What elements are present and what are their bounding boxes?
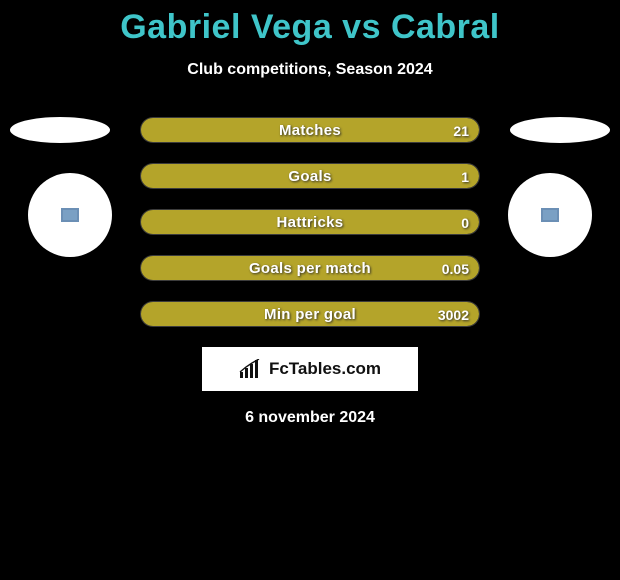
stat-label: Matches [141, 118, 479, 142]
brand-bars-icon [239, 359, 265, 379]
stat-value-right: 1 [461, 164, 469, 188]
stat-bars: Matches21 Goals1 Hattricks0 Goals per match… [140, 117, 480, 327]
stat-value-right: 0 [461, 210, 469, 234]
page-title: Gabriel Vega vs Cabral [0, 0, 620, 47]
stat-label: Min per goal [141, 302, 479, 326]
brand-text: FcTables.com [269, 359, 381, 379]
stat-label: Hattricks [141, 210, 479, 234]
stat-bar: Hattricks0 [140, 209, 480, 235]
player-right-avatar [508, 173, 592, 257]
stat-bar: Min per goal3002 [140, 301, 480, 327]
brand-box: FcTables.com [202, 347, 418, 391]
stat-bar: Goals1 [140, 163, 480, 189]
page-subtitle: Club competitions, Season 2024 [0, 61, 620, 79]
player-right-shadow-ellipse [510, 117, 610, 143]
stat-bar: Matches21 [140, 117, 480, 143]
stat-value-right: 3002 [438, 302, 469, 326]
stat-bar: Goals per match0.05 [140, 255, 480, 281]
comparison-stage: Matches21 Goals1 Hattricks0 Goals per match… [0, 117, 620, 327]
stat-value-right: 0.05 [442, 256, 469, 280]
player-left-avatar [28, 173, 112, 257]
player-right-badge-icon [541, 208, 559, 222]
player-left-shadow-ellipse [10, 117, 110, 143]
stat-label: Goals [141, 164, 479, 188]
footer-date: 6 november 2024 [0, 409, 620, 427]
player-left-badge-icon [61, 208, 79, 222]
stat-label: Goals per match [141, 256, 479, 280]
stat-value-right: 21 [453, 118, 469, 142]
